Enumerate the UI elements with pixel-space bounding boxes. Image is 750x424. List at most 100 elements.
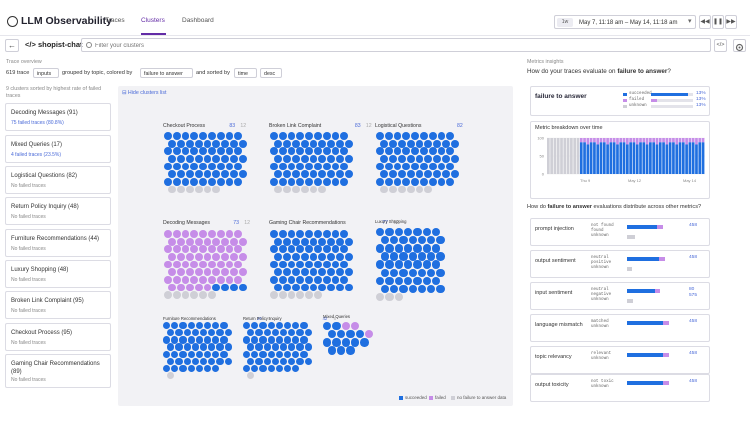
trace-bubble[interactable] [292,268,300,277]
trace-bubble[interactable] [216,343,224,351]
trace-bubble[interactable] [331,162,340,171]
trace-bubble[interactable] [402,162,411,171]
trace-bubble[interactable] [183,343,191,351]
trace-bubble[interactable] [284,350,292,358]
trace-bubble-no-data[interactable] [305,291,314,300]
trace-bubble[interactable] [300,322,308,330]
trace-bubble[interactable] [309,253,318,261]
trace-bubble[interactable] [243,364,251,373]
rewind-icon[interactable]: ◀◀ [699,15,711,29]
trace-bubble-no-data[interactable] [274,185,283,194]
trace-bubble[interactable] [304,343,312,351]
trace-bubble[interactable] [172,147,181,156]
trace-bubble[interactable] [172,230,181,238]
trace-bubble[interactable] [292,364,300,373]
trace-bubble[interactable] [199,245,208,254]
trace-bubble[interactable] [340,147,349,156]
trace-bubble[interactable] [216,177,225,186]
trace-bubble[interactable] [190,177,199,186]
trace-bubble[interactable] [331,132,340,140]
trace-bubble[interactable] [164,147,172,156]
trace-bubble[interactable] [255,343,263,351]
trace-bubble-no-data[interactable] [398,185,406,194]
trace-bubble[interactable] [318,253,327,261]
trace-bubble[interactable] [300,139,309,148]
trace-bubble[interactable] [168,268,177,277]
trace-bubble[interactable] [221,253,230,261]
trace-bubble[interactable] [422,244,431,253]
trace-bubble[interactable] [385,276,394,285]
trace-bubble[interactable] [224,357,232,365]
trace-bubble[interactable] [216,230,225,238]
trace-bubble[interactable] [243,350,251,358]
trace-bubble[interactable] [322,162,331,171]
trace-bubble[interactable] [305,275,314,284]
trace-bubble[interactable] [389,139,398,148]
trace-bubble[interactable] [225,177,234,186]
trace-bubble[interactable] [327,268,336,277]
trace-bubble[interactable] [274,139,283,148]
trace-bubble[interactable] [175,343,183,351]
trace-bubble[interactable] [194,237,203,246]
trace-bubble[interactable] [428,132,437,140]
trace-bubble[interactable] [399,268,408,277]
trace-bubble[interactable] [181,147,190,156]
trace-bubble[interactable] [204,322,212,330]
trace-bubble[interactable] [393,147,402,156]
cluster-card[interactable]: Mixed Queries (17) 4 failed traces (23.5%… [5,135,111,163]
trace-bubble[interactable] [406,139,415,148]
trace-bubble[interactable] [394,244,403,253]
cluster-card[interactable]: Gaming Chair Recommendations (89) No fail… [5,354,111,388]
trace-bubble[interactable] [433,170,442,179]
trace-bubble[interactable] [216,162,225,171]
trace-bubble[interactable] [183,329,191,337]
trace-bubble[interactable] [224,329,232,337]
trace-bubble[interactable] [422,260,431,269]
trace-bubble[interactable] [278,230,287,238]
trace-bubble[interactable] [194,253,203,261]
trace-bubble[interactable] [278,275,287,284]
trace-bubble[interactable] [376,244,385,253]
trace-bubble[interactable] [279,357,288,365]
trace-bubble[interactable] [403,276,413,285]
trace-bubble[interactable] [279,329,288,337]
trace-bubble[interactable] [296,245,305,254]
trace-bubble[interactable] [177,155,186,163]
color-by-select[interactable]: failure to answer [140,68,193,78]
trace-bubble[interactable] [314,245,322,254]
trace-bubble[interactable] [305,230,314,238]
trace-bubble[interactable] [259,336,267,344]
trace-bubble[interactable] [309,139,318,148]
trace-bubble[interactable] [318,139,327,148]
trace-bubble[interactable] [304,329,312,337]
trace-bubble[interactable] [216,329,224,337]
trace-bubble[interactable] [267,336,275,344]
trace-bubble[interactable] [431,260,441,269]
trace-bubble[interactable] [195,350,204,358]
trace-bubble[interactable] [255,357,263,365]
trace-bubble[interactable] [267,322,275,330]
trace-bubble[interactable] [314,260,322,269]
trace-bubble[interactable] [275,322,284,330]
trace-bubble[interactable] [389,236,399,245]
trace-bubble[interactable] [300,268,309,277]
metric-row[interactable]: language mismatch matched unknown 458 [530,314,710,342]
trace-bubble[interactable] [393,177,402,186]
trace-bubble[interactable] [322,177,331,186]
trace-bubble[interactable] [428,177,437,186]
trace-bubble-no-data[interactable] [394,292,403,302]
trace-bubble[interactable] [168,139,177,148]
trace-bubble[interactable] [287,177,296,186]
trace-bubble[interactable] [318,268,327,277]
trace-bubble[interactable] [433,139,442,148]
trace-bubble[interactable] [292,322,300,330]
trace-bubble[interactable] [318,237,327,246]
trace-bubble[interactable] [314,147,322,156]
trace-bubble[interactable] [327,237,336,246]
trace-bubble[interactable] [309,268,318,277]
trace-bubble[interactable] [283,237,292,246]
trace-bubble[interactable] [337,330,346,339]
trace-bubble-no-data[interactable] [314,291,322,300]
trace-bubble[interactable] [171,364,179,373]
trace-bubble[interactable] [408,252,417,261]
